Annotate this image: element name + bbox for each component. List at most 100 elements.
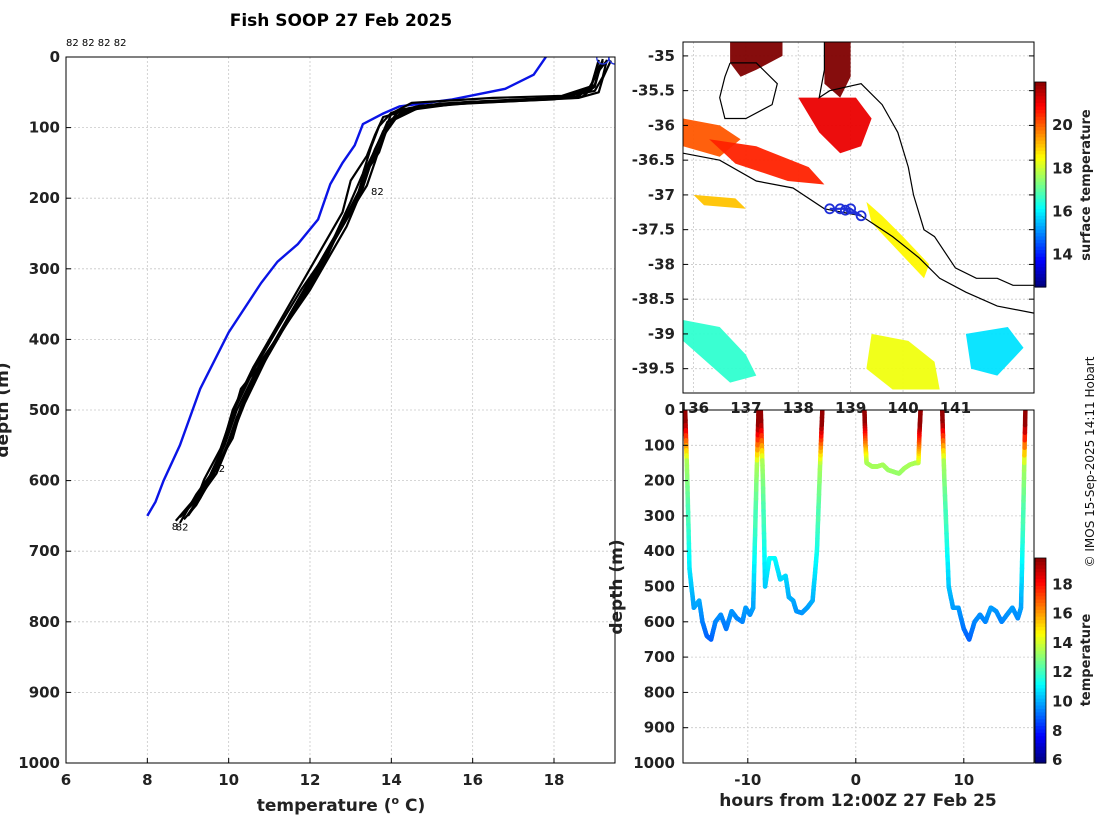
temperature-tick-label: 14 [381, 771, 402, 789]
colorbar-segment [1035, 643, 1046, 648]
colorbar-segment [1035, 722, 1046, 727]
colorbar-segment [1035, 602, 1046, 607]
map-axes-box [682, 41, 1035, 394]
colorbar-segment [1035, 619, 1046, 624]
colorbar-segment [1035, 99, 1046, 104]
surface-colorbar-tick: 20 [1052, 116, 1073, 134]
colorbar-frame [1034, 81, 1047, 288]
frontal-strip [693, 194, 746, 209]
surface-marker [608, 57, 615, 65]
chart-title: Fish SOOP 27 Feb 2025 [230, 11, 453, 31]
colorbar-segment [1035, 133, 1046, 138]
temperature-tick-label: 18 [544, 771, 565, 789]
colorbar-segment [1035, 181, 1046, 186]
latitude-tick-label: -39.5 [632, 360, 675, 378]
surface-colorbar-tick: 18 [1052, 159, 1073, 177]
colorbar-segment [1035, 239, 1046, 244]
temperature-colorbar-tick: 14 [1052, 634, 1073, 652]
colorbar-segment [1035, 752, 1046, 757]
colorbar-segment [1035, 633, 1046, 638]
colorbar-segment [1035, 660, 1046, 665]
depth-time-tick-label: 600 [644, 613, 675, 631]
coastline [719, 62, 778, 120]
colorbar-segment [1035, 561, 1046, 566]
profile-depth-tick-label: 700 [29, 542, 60, 560]
profile-depth-tick-label: 0 [50, 48, 60, 66]
colorbar-segment [1035, 235, 1046, 240]
copyright-note: © IMOS 15-Sep-2025 14:11 Hobart [1083, 356, 1097, 567]
colorbar-segment [1035, 735, 1046, 740]
longitude-tick-label: 141 [940, 399, 971, 417]
shelf-patch-north [798, 97, 872, 154]
cast-label: 8 [172, 522, 178, 533]
colorbar-segment [1035, 263, 1046, 268]
depth-time-ylabel: depth (m) [607, 539, 627, 634]
colorbar-segment [1035, 640, 1046, 645]
colorbar-segment [1035, 622, 1046, 627]
patch-south-central [866, 333, 940, 390]
profile-depth-tick-label: 1000 [18, 754, 60, 772]
latitude-tick-label: -37 [648, 186, 675, 204]
hours-tick-label: -10 [734, 771, 761, 789]
colorbar-segment [1035, 102, 1046, 107]
colorbar-segment [1035, 198, 1046, 203]
colorbar-segment [1035, 691, 1046, 696]
colorbar-segment [1035, 715, 1046, 720]
colorbar-segment [1035, 266, 1046, 271]
colorbar-segment [1035, 745, 1046, 750]
colorbar-segment [1035, 718, 1046, 723]
colorbar-segment [1035, 670, 1046, 675]
latitude-tick-label: -35 [648, 47, 675, 65]
hours-axis-label: hours from 12:00Z 27 Feb 25 [719, 791, 997, 811]
temperature-tick-label: 10 [218, 771, 239, 789]
colorbar-segment [1035, 677, 1046, 682]
colorbar-segment [1035, 252, 1046, 257]
colorbar-segment [1035, 256, 1046, 261]
colorbar-segment [1035, 650, 1046, 655]
colorbar-segment [1035, 704, 1046, 709]
colorbar-segment [1035, 82, 1046, 87]
profile-depth-tick-label: 900 [29, 683, 60, 701]
colorbar-segment [1035, 728, 1046, 733]
colorbar-segment [1035, 681, 1046, 686]
temperature-tick-label: 16 [462, 771, 483, 789]
colorbar-segment [1035, 119, 1046, 124]
cool-patch-sw [683, 320, 757, 383]
temperature-tick-label: 8 [142, 771, 152, 789]
colorbar-segment [1035, 242, 1046, 247]
temperature-colorbar-tick: 6 [1052, 751, 1062, 769]
latitude-tick-label: -36 [648, 116, 675, 134]
colorbar-segment [1035, 684, 1046, 689]
top-cast-labels: 82 82 82 82 [66, 38, 126, 49]
temperature-axis-label: temperature (o C) [257, 794, 426, 816]
colorbar-segment [1035, 739, 1046, 744]
temperature-colorbar-label: temperature [1079, 614, 1094, 707]
profile-depth-tick-label: 600 [29, 472, 60, 490]
profile-depth-tick-label: 500 [29, 401, 60, 419]
colorbar-segment [1035, 157, 1046, 162]
depth-time-tick-label: 700 [644, 648, 675, 666]
temperature-colorbar-tick: 12 [1052, 663, 1073, 681]
depth-time-tick-label: 200 [644, 472, 675, 490]
colorbar-segment [1035, 160, 1046, 165]
coastline [683, 152, 1034, 314]
longitude-tick-label: 139 [835, 399, 866, 417]
depth-time-tick-label: 300 [644, 507, 675, 525]
colorbar-segment [1035, 687, 1046, 692]
colorbar-segment [1035, 616, 1046, 621]
colorbar-segment [1035, 588, 1046, 593]
surface-temperature-colorbar-label: surface temperature [1079, 109, 1094, 261]
colorbar-segment [1035, 605, 1046, 610]
colorbar-segment [1035, 571, 1046, 576]
colorbar-segment [1035, 564, 1046, 569]
depth-time-tick-label: 1000 [633, 754, 675, 772]
depth-time-tick-label: 0 [665, 401, 675, 419]
depth-time-tick-label: 400 [644, 542, 675, 560]
colorbar-segment [1035, 112, 1046, 117]
colorbar-segment [1035, 150, 1046, 155]
colorbar-segment [1035, 249, 1046, 254]
colorbar-segment [1035, 259, 1046, 264]
track-cast-marker [824, 203, 836, 215]
colorbar-segment [1035, 626, 1046, 631]
colorbar-segment [1035, 246, 1046, 251]
